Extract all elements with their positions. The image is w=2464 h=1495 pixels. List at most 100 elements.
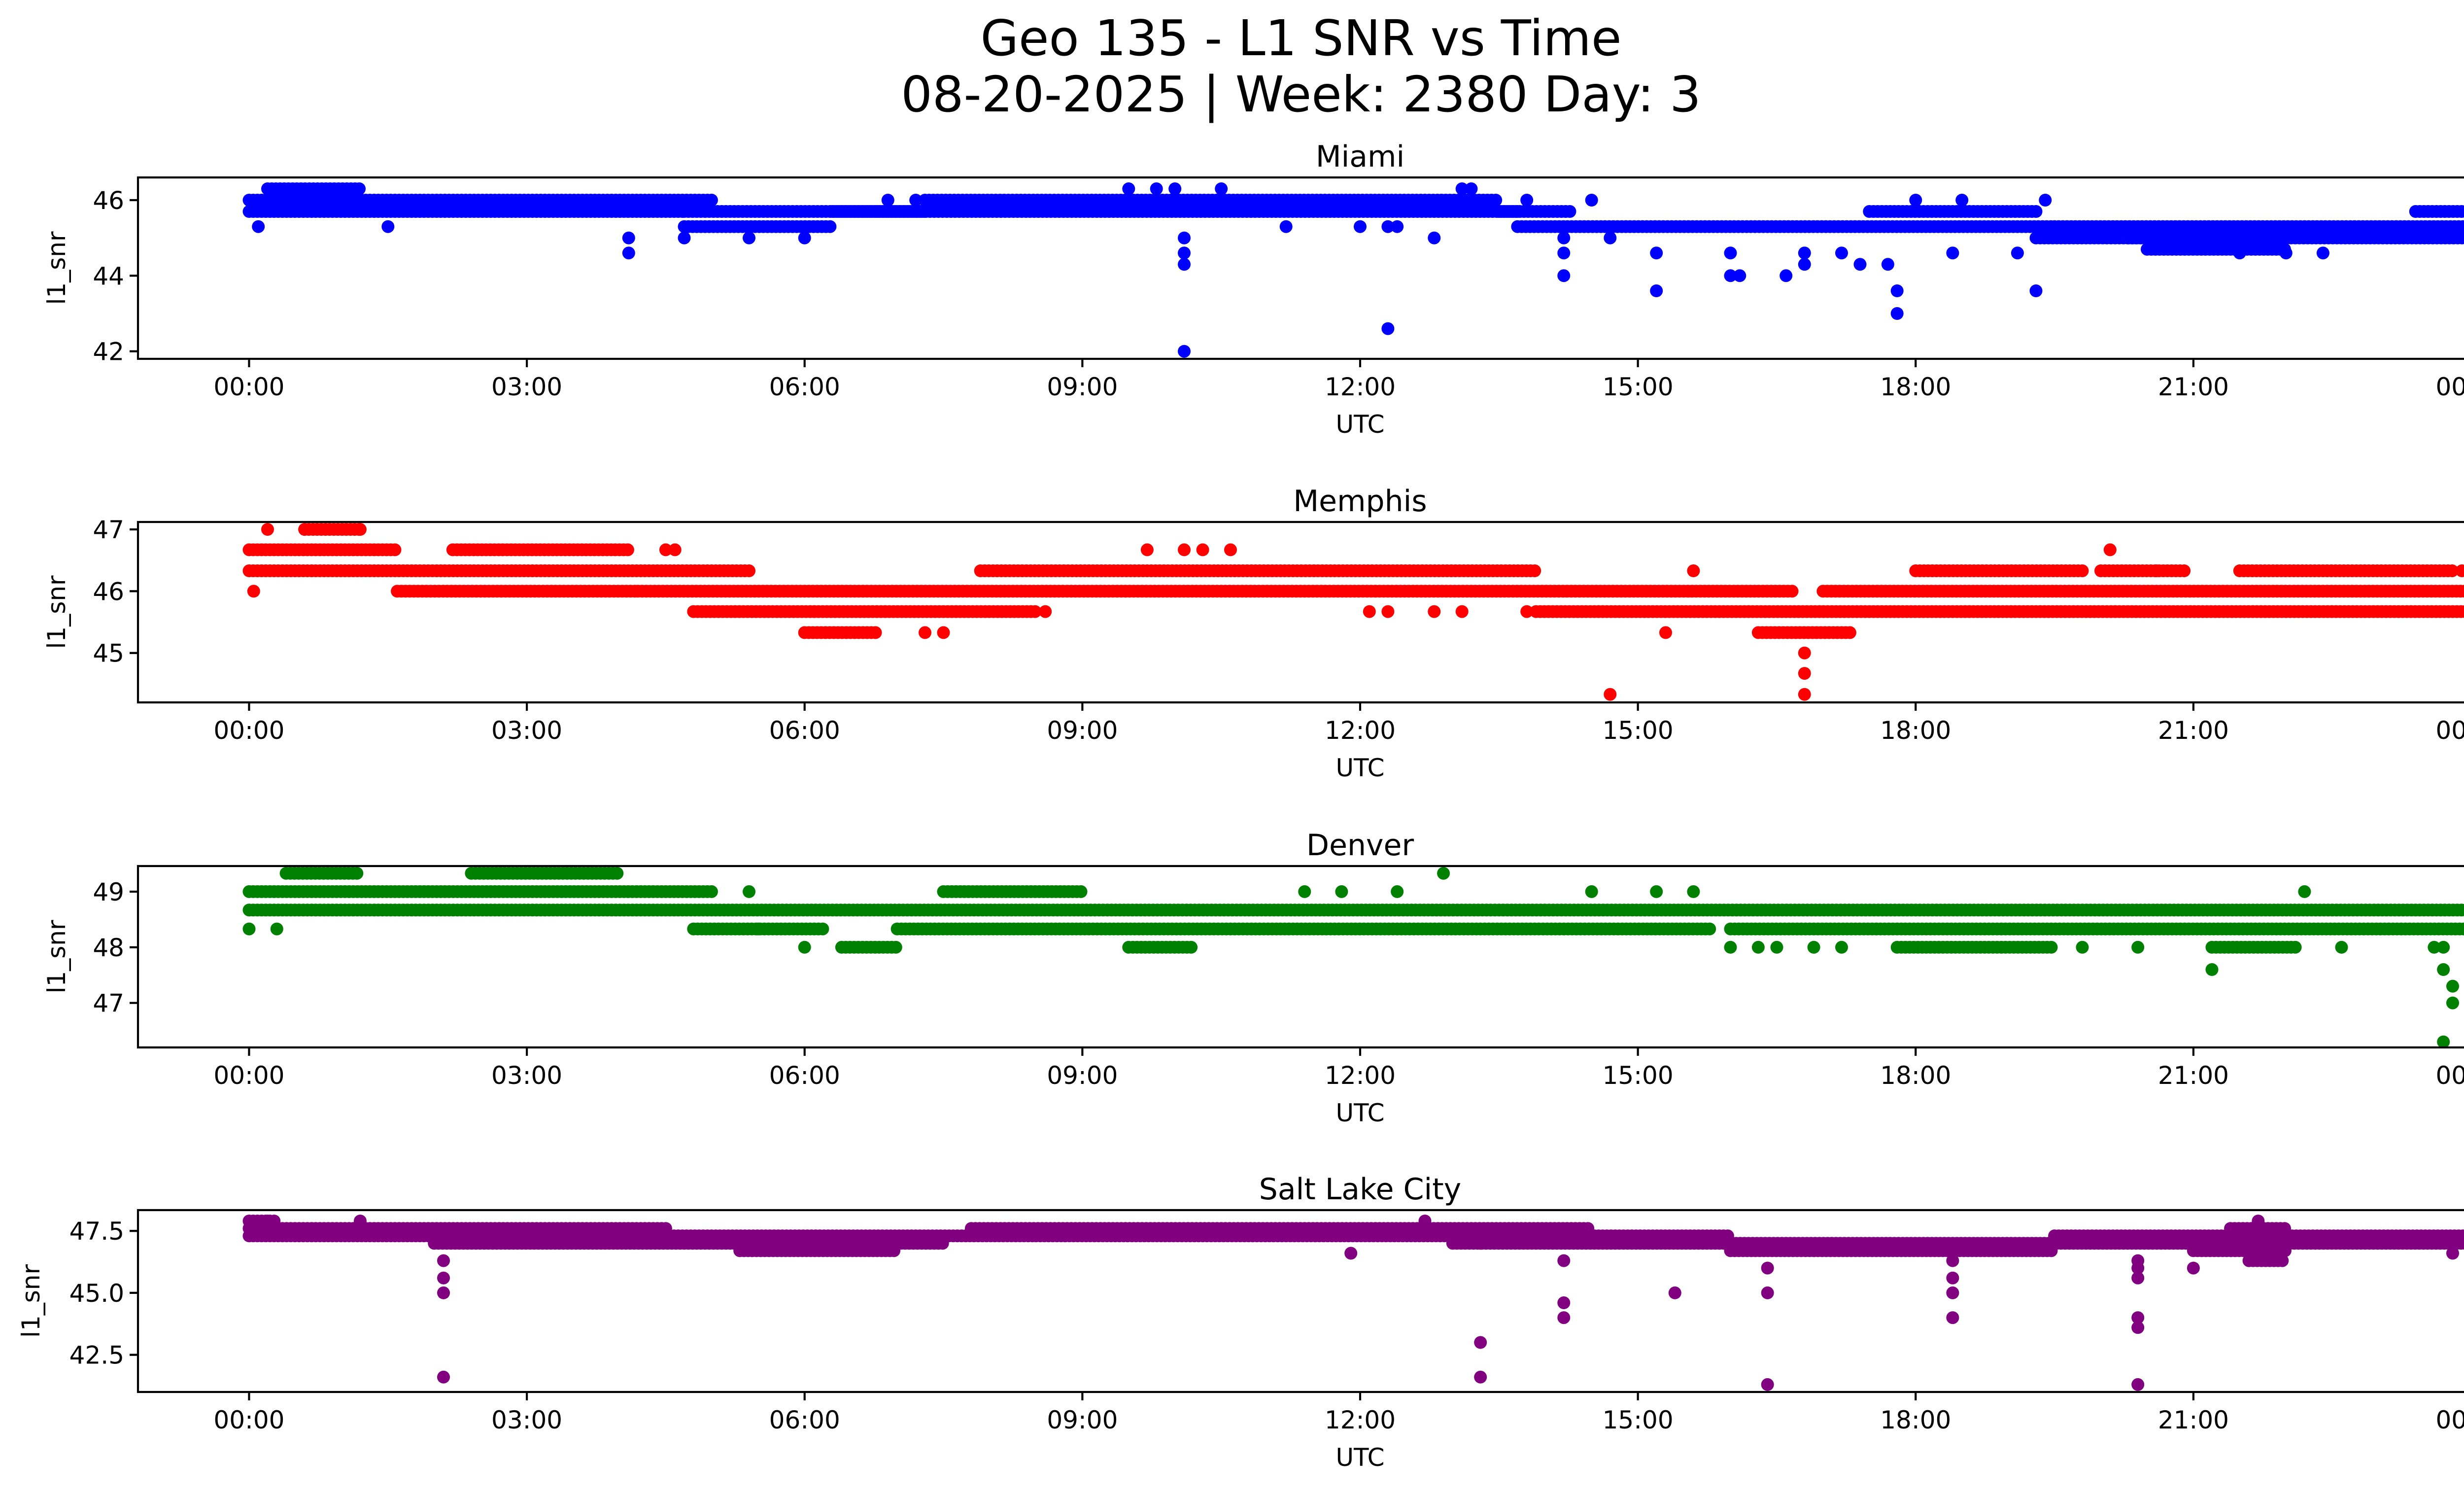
- data-point: [2011, 246, 2024, 260]
- data-point: [2045, 940, 2058, 954]
- x-tick-label: 00:00: [2435, 716, 2464, 745]
- data-point: [1140, 543, 1154, 556]
- data-point: [1843, 626, 1856, 639]
- x-tick-label: 21:00: [2158, 716, 2229, 745]
- data-point: [1178, 345, 1191, 358]
- data-point: [1122, 182, 1135, 195]
- data-point: [1028, 605, 1042, 618]
- y-axis-label: l1_snr: [42, 231, 71, 305]
- data-point: [1807, 940, 1820, 954]
- data-point: [381, 220, 395, 233]
- data-point: [2437, 1035, 2450, 1047]
- data-point: [2029, 284, 2043, 297]
- y-tick-label: 47: [93, 516, 124, 544]
- data-point: [350, 867, 364, 880]
- data-point: [1946, 246, 1959, 260]
- data-point: [659, 543, 672, 556]
- data-point: [798, 940, 811, 954]
- y-tick-label: 46: [93, 186, 124, 215]
- x-tick-label: 00:00: [2435, 1061, 2464, 1090]
- data-point: [2316, 246, 2329, 260]
- x-tick-label: 00:00: [213, 373, 284, 401]
- data-point: [2459, 904, 2464, 916]
- data-point: [2289, 940, 2302, 954]
- data-point: [743, 231, 755, 244]
- data-point: [2335, 940, 2348, 954]
- data-point: [1733, 269, 1746, 282]
- data-point: [1381, 322, 1395, 335]
- data-point: [1687, 564, 1700, 577]
- data-point: [1437, 867, 1450, 880]
- data-point: [1178, 258, 1191, 271]
- data-point: [611, 867, 624, 880]
- data-point: [2461, 221, 2464, 233]
- data-point: [2076, 564, 2089, 577]
- x-tick-label: 15:00: [1603, 1061, 1674, 1090]
- data-point: [937, 626, 950, 639]
- data-point: [919, 626, 931, 639]
- y-tick-label: 47: [93, 989, 124, 1018]
- data-point: [1178, 543, 1191, 556]
- data-point: [1391, 885, 1404, 898]
- data-point: [2298, 885, 2311, 898]
- data-point: [1381, 605, 1395, 618]
- data-point: [2178, 564, 2191, 577]
- data-point: [622, 231, 635, 244]
- data-point: [1563, 205, 1576, 218]
- data-point: [668, 543, 682, 556]
- data-point: [242, 922, 256, 936]
- data-point: [1751, 940, 1765, 954]
- data-point: [1185, 940, 1198, 954]
- denver-markers: [242, 867, 2464, 1047]
- data-point: [1798, 688, 1811, 701]
- data-point: [252, 220, 265, 233]
- data-point: [1455, 182, 1469, 195]
- figure-title-line1: Geo 135 - L1 SNR vs Time: [981, 9, 1622, 67]
- data-point: [1909, 194, 1922, 207]
- data-point: [1724, 246, 1737, 260]
- x-tick-label: 00:00: [2435, 373, 2464, 401]
- data-point: [2457, 922, 2464, 936]
- data-point: [1335, 885, 1348, 898]
- data-point: [2150, 564, 2163, 577]
- data-point: [353, 182, 366, 195]
- data-point: [1428, 231, 1441, 244]
- data-point: [2463, 608, 2464, 615]
- data-point: [2103, 543, 2117, 556]
- data-point: [1074, 885, 1088, 898]
- data-point: [298, 523, 311, 536]
- data-point: [1363, 605, 1376, 618]
- data-point: [388, 543, 402, 556]
- data-point: [1354, 220, 1367, 233]
- x-tick-label: 18:00: [1880, 373, 1951, 401]
- data-point: [2446, 564, 2459, 577]
- data-point: [2459, 205, 2464, 218]
- data-point: [1785, 585, 1799, 598]
- data-point: [1724, 269, 1737, 282]
- x-tick-label: 12:00: [1325, 716, 1396, 745]
- data-point: [2462, 924, 2464, 934]
- data-point: [1604, 688, 1617, 701]
- x-tick-label: 03:00: [491, 1061, 562, 1090]
- data-point: [353, 523, 367, 536]
- data-point: [869, 626, 882, 639]
- data-point: [1650, 284, 1663, 297]
- x-tick-label: 12:00: [1325, 373, 1396, 401]
- data-point: [1557, 231, 1571, 244]
- data-point: [1215, 182, 1228, 195]
- data-point: [247, 585, 260, 598]
- x-tick-label: 09:00: [1047, 1061, 1118, 1090]
- data-point: [1798, 646, 1811, 660]
- data-point: [1835, 246, 1848, 260]
- miami-markers: [242, 182, 2464, 358]
- data-point: [1455, 605, 1469, 618]
- data-point: [2076, 940, 2089, 954]
- data-point: [1853, 258, 1867, 271]
- memphis-markers: [242, 523, 2464, 701]
- data-point: [1150, 182, 1163, 195]
- data-point: [1780, 269, 1793, 282]
- salt-lake-city-markers: [242, 1215, 2464, 1391]
- subplot-title: Miami: [1316, 139, 1404, 174]
- data-point: [752, 922, 765, 936]
